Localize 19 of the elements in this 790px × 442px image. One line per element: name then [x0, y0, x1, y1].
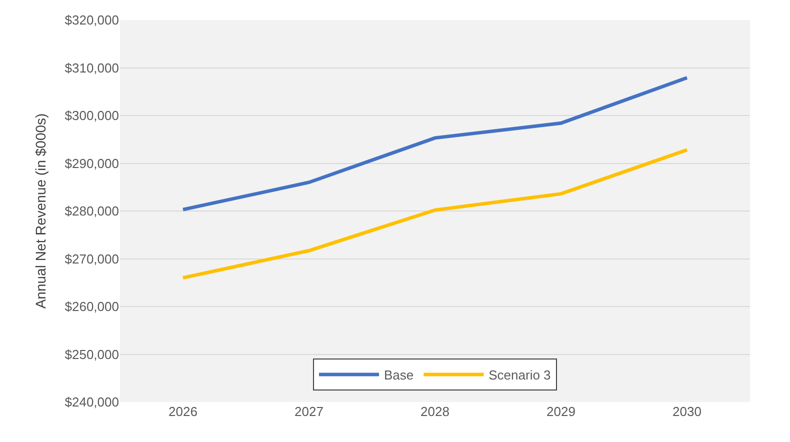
y-tick-label: $290,000 [64, 156, 119, 171]
y-tick-label: $250,000 [64, 346, 119, 362]
y-tick-label: $260,000 [64, 299, 119, 314]
x-tick-label: 2030 [672, 404, 702, 419]
legend-label: Scenario 3 [488, 368, 551, 383]
x-tick-label: 2027 [294, 404, 324, 419]
legend-label: Base [384, 368, 414, 383]
line-series [181, 148, 689, 280]
y-tick-label: $310,000 [64, 60, 119, 76]
y-axis-title: Annual Net Revenue (in $000s) [32, 113, 48, 309]
x-tick-label: 2026 [168, 404, 198, 419]
y-tick-label: $280,000 [64, 204, 119, 219]
line-series [181, 76, 689, 212]
x-tick-label: 2029 [546, 404, 576, 419]
y-tick-label: $270,000 [64, 251, 119, 266]
x-tick-label: 2028 [420, 404, 450, 419]
y-tick-label: $320,000 [64, 12, 119, 28]
y-tick-label: $240,000 [64, 394, 119, 410]
y-tick-label: $300,000 [64, 108, 119, 124]
